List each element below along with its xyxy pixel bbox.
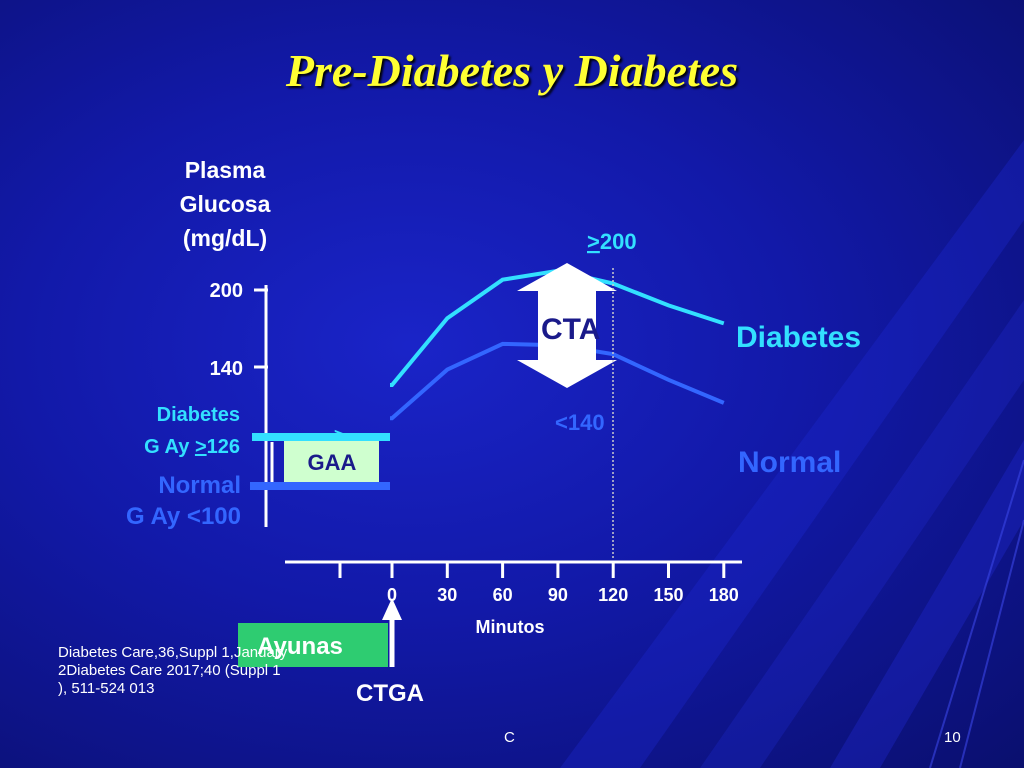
y-axis-label-line2: Glucosa <box>180 191 271 217</box>
ctga-label: CTGA <box>356 680 424 707</box>
gt200-label: >200 <box>587 229 637 254</box>
ayunas-label: Ayunas <box>257 633 343 660</box>
x-tick-label: 90 <box>548 585 568 605</box>
x-tick-label: 60 <box>493 585 513 605</box>
normal-fasting-label: Normal <box>158 472 241 499</box>
diabetes-fasting-bar <box>252 433 390 441</box>
x-tick-label: 30 <box>437 585 457 605</box>
ctga-arrow-head <box>382 598 402 620</box>
series-label-diabetes: Diabetes <box>736 321 861 354</box>
x-axis-label: Minutos <box>476 617 545 637</box>
normal-series-line <box>390 341 725 421</box>
slide-number: 10 <box>944 729 961 746</box>
gaa-label: GAA <box>308 450 357 475</box>
y-tick-label-140: 140 <box>210 358 243 380</box>
cta-double-arrow <box>517 263 617 388</box>
footer-left-text: C <box>504 729 515 746</box>
normal-fasting-value: G Ay <100 <box>126 503 241 530</box>
slide-title: Pre-Diabetes y Diabetes <box>285 45 739 96</box>
diabetes-fasting-label: Diabetes <box>157 404 240 426</box>
y-axis-label-line1: Plasma <box>185 157 266 183</box>
cta-label: CTA <box>541 313 600 346</box>
gaa-box <box>284 440 379 484</box>
y-tick-label-200: 200 <box>210 280 243 302</box>
series-label-normal: Normal <box>738 446 841 479</box>
x-tick-label: 180 <box>709 585 739 605</box>
diabetes-series-line <box>390 268 725 387</box>
x-tick-label: 0 <box>387 585 397 605</box>
reference-citation: Diabetes Care,36,Suppl 1,January 2Diabet… <box>58 644 288 697</box>
gt200-value: 200 <box>600 229 637 254</box>
x-tick-label: 150 <box>653 585 683 605</box>
diabetes-fasting-value: G Ay >126 <box>144 436 240 458</box>
lt140-label: <140 <box>555 410 605 435</box>
ayunas-box <box>238 623 388 667</box>
fasting-value: 126 <box>207 436 240 458</box>
fasting-prefix: G Ay <box>144 436 195 458</box>
gt200-prefix: > <box>587 229 600 254</box>
x-tick-label: 120 <box>598 585 628 605</box>
y-axis-label-line3: (mg/dL) <box>183 225 267 251</box>
normal-fasting-bar <box>250 482 390 490</box>
fasting-geq: > <box>195 436 207 458</box>
